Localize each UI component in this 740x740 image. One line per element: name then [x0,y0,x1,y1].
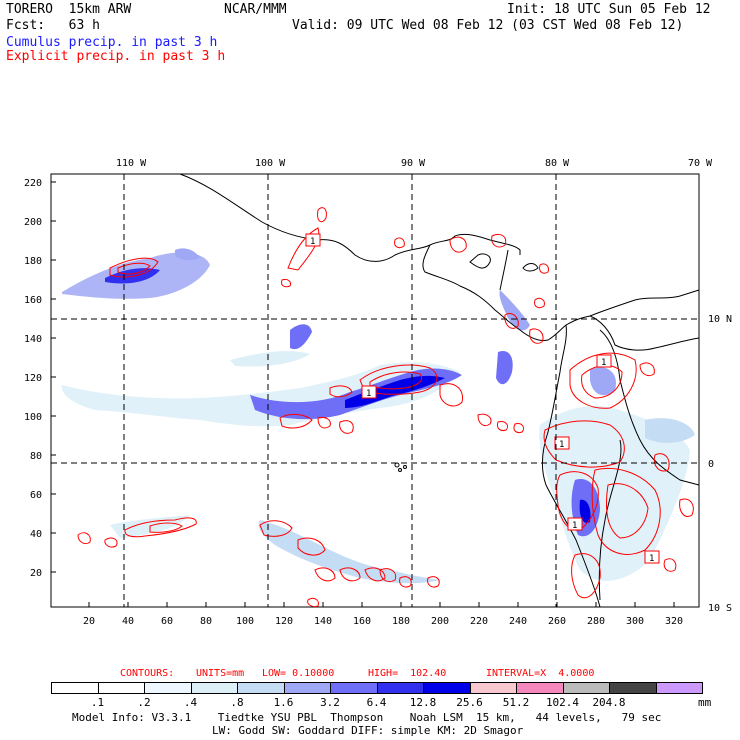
model-info: Model Info: V3.3.1 Tiedtke YSU PBL Thomp… [72,711,662,724]
colorbar-label: .4 [183,696,198,709]
forecast-hour: Fcst: 63 h [6,18,100,33]
colorbar-segment [562,682,610,694]
physics-info: LW: Godd SW: Goddard DIFF: simple KM: 2D… [212,724,524,737]
colorbar-label: 102.4 [545,696,580,709]
y-tick-label: 180 [24,256,42,267]
colorbar-label: 12.8 [409,696,437,709]
y-tick-label: 200 [24,217,42,228]
x-tick-label: 40 [122,616,134,627]
contours-high: HIGH= 102.40 [368,668,447,679]
colorbar-label: 3.2 [320,696,340,709]
colorbar-segment [144,682,192,694]
lon-label: 100 W [255,158,286,169]
latlon-grid [51,174,699,607]
contour-label: 1 [559,440,564,450]
x-tick-label: 140 [314,616,332,627]
x-tick-label: 320 [665,616,683,627]
x-tick-label: 100 [236,616,254,627]
colorbar-label: 204.8 [592,696,626,709]
valid-time: Valid: 09 UTC Wed 08 Feb 12 (03 CST Wed … [292,18,684,33]
colorbar-segment [609,682,657,694]
contour-label: 1 [649,554,654,564]
legend-explicit: Explicit precip. in past 3 h [6,49,226,64]
colorbar-segment [469,682,517,694]
model-title: TORERO 15km ARW [6,2,132,17]
axis-labels: 110 W 100 W 90 W 80 W 70 W 10 N 0 10 S 2… [24,158,732,627]
colorbar-segment [97,682,145,694]
cumulus-precip-areas [61,248,695,584]
colorbar-units: mm [698,696,712,709]
contour-label: 1 [366,389,371,399]
lat-label: 10 S [708,603,732,614]
colorbar-segment [423,682,471,694]
x-tick-label: 80 [200,616,212,627]
contour-label: 1 [601,358,606,368]
colorbar-segment [330,682,378,694]
axis-ticks [51,181,675,607]
x-tick-label: 280 [587,616,605,627]
colorbar-segment [516,682,564,694]
y-tick-label: 120 [24,373,42,384]
lon-label: 110 W [116,158,147,169]
contours-units: UNITS=mm [196,668,245,679]
y-tick-label: 80 [30,451,42,462]
y-tick-label: 220 [24,178,42,189]
colorbar-segment [376,682,424,694]
contour-label: 1 [572,521,577,531]
y-tick-label: 140 [24,334,42,345]
colorbar-label: .1 [90,696,105,709]
x-tick-label: 260 [548,616,566,627]
x-tick-label: 160 [353,616,371,627]
contours-interval: INTERVAL=X 4.0000 [486,668,595,679]
y-tick-label: 160 [24,295,42,306]
colorbar-label: .8 [230,696,244,709]
colorbar-segment [237,682,285,694]
y-tick-label: 60 [30,490,42,501]
center-label: NCAR/MMM [224,2,287,17]
lat-label: 0 [708,459,714,470]
y-tick-label: 40 [30,529,42,540]
colorbar-label: 51.2 [502,696,530,709]
x-tick-label: 220 [470,616,488,627]
y-tick-label: 20 [30,568,42,579]
y-tick-label: 100 [24,412,42,423]
colorbar-label: 25.6 [456,696,483,709]
lon-label: 70 W [688,158,713,169]
contours-label: CONTOURS: [120,668,175,679]
colorbar-segment [655,682,703,694]
x-tick-label: 120 [275,616,293,627]
lon-label: 80 W [545,158,570,169]
colorbar-label: 1.6 [273,696,294,709]
lat-label: 10 N [708,314,732,325]
colorbar-label: 6.4 [366,696,387,709]
coastlines [179,173,700,608]
x-tick-label: 240 [509,616,527,627]
map-frame [50,173,700,608]
contour-label: 1 [310,237,315,247]
contours-low: LOW= 0.10000 [262,668,335,679]
contour-label-boxes: 1 1 1 1 1 1 [305,233,660,564]
x-tick-label: 180 [392,616,410,627]
colorbar-segment [190,682,238,694]
colorbar-label: .2 [137,696,151,709]
lon-label: 90 W [401,158,426,169]
explicit-precip-contours [77,207,694,607]
colorbar-segment [51,682,99,694]
x-tick-label: 60 [161,616,173,627]
x-tick-label: 200 [431,616,449,627]
x-tick-label: 300 [626,616,644,627]
x-tick-label: 20 [83,616,95,627]
colorbar-segment [283,682,331,694]
legend-cumulus: Cumulus precip. in past 3 h [6,35,218,50]
init-time: Init: 18 UTC Sun 05 Feb 12 [507,2,711,17]
